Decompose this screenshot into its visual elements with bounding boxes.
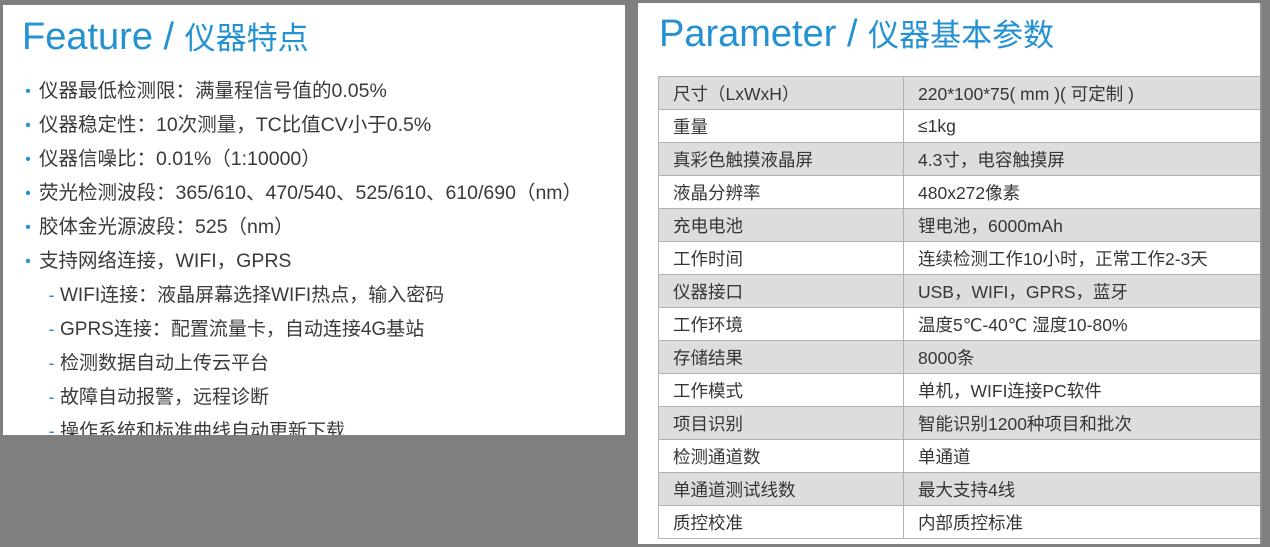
feature-list-item: • 仪器稳定性：10次测量，TC比值CV小于0.5% bbox=[17, 109, 619, 142]
feature-title-separator: / bbox=[152, 16, 185, 58]
table-cell-value: 最大支持4线 bbox=[903, 472, 1260, 506]
feature-sub-item-label: WIFI连接：液晶屏幕选择WIFI热点，输入密码 bbox=[60, 285, 445, 306]
feature-sub-item-label: 操作系统和标准曲线自动更新下载 bbox=[60, 421, 346, 435]
parameter-title-separator: / bbox=[836, 13, 869, 55]
bullet-dot-icon: • bbox=[25, 185, 31, 202]
table-cell-value: 单通道 bbox=[903, 439, 1260, 473]
bullet-dot-icon: • bbox=[25, 151, 31, 168]
table-cell-value: ≤1kg bbox=[903, 109, 1260, 143]
dash-icon: - bbox=[48, 353, 55, 373]
table-row: 工作模式 单机，WIFI连接PC软件 bbox=[658, 373, 1260, 407]
feature-sub-item: - WIFI连接：液晶屏幕选择WIFI热点，输入密码 bbox=[17, 279, 619, 312]
feature-sub-item: - 故障自动报警，远程诊断 bbox=[17, 381, 619, 414]
table-cell-value: 8000条 bbox=[903, 340, 1260, 374]
dash-icon: - bbox=[48, 285, 55, 305]
table-cell-label: 液晶分辨率 bbox=[658, 175, 904, 209]
table-cell-label: 工作环境 bbox=[658, 307, 904, 341]
feature-item-label: 荧光检测波段：365/610、470/540、525/610、610/690（n… bbox=[39, 182, 583, 204]
feature-list-item: • 胶体金光源波段：525（nm） bbox=[17, 211, 619, 244]
feature-sub-item: - 检测数据自动上传云平台 bbox=[17, 347, 619, 380]
feature-item-label: 支持网络连接，WIFI，GPRS bbox=[39, 250, 292, 272]
feature-sub-item-label: 故障自动报警，远程诊断 bbox=[60, 387, 270, 408]
dash-icon: - bbox=[48, 319, 55, 339]
table-cell-label: 尺寸（LxWxH） bbox=[658, 76, 904, 110]
table-row: 仪器接口 USB，WIFI，GPRS，蓝牙 bbox=[658, 274, 1260, 308]
feature-list-item: • 仪器最低检测限：满量程信号值的0.05% bbox=[17, 75, 619, 108]
table-cell-label: 重量 bbox=[658, 109, 904, 143]
dash-icon: - bbox=[48, 421, 55, 435]
table-row: 质控校准 内部质控标准 bbox=[658, 505, 1260, 539]
table-cell-value: 智能识别1200种项目和批次 bbox=[903, 406, 1260, 440]
table-row: 项目识别 智能识别1200种项目和批次 bbox=[658, 406, 1260, 440]
parameter-panel-title: Parameter / 仪器基本参数 bbox=[659, 11, 1054, 59]
table-cell-value: 连续检测工作10小时，正常工作2-3天 bbox=[903, 241, 1260, 275]
table-row: 充电电池 锂电池，6000mAh bbox=[658, 208, 1260, 242]
bullet-dot-icon: • bbox=[25, 253, 31, 270]
table-cell-value: USB，WIFI，GPRS，蓝牙 bbox=[903, 274, 1260, 308]
feature-list-item: • 支持网络连接，WIFI，GPRS bbox=[17, 245, 619, 278]
table-cell-label: 单通道测试线数 bbox=[658, 472, 904, 506]
feature-item-label: 胶体金光源波段：525（nm） bbox=[39, 216, 294, 238]
feature-item-label: 仪器信噪比：0.01%（1:10000） bbox=[39, 148, 321, 170]
table-row: 工作环境 温度5℃-40℃ 湿度10-80% bbox=[658, 307, 1260, 341]
table-cell-value: 单机，WIFI连接PC软件 bbox=[903, 373, 1260, 407]
table-cell-label: 充电电池 bbox=[658, 208, 904, 242]
bullet-dot-icon: • bbox=[25, 117, 31, 134]
table-cell-value: 锂电池，6000mAh bbox=[903, 208, 1260, 242]
table-cell-label: 工作时间 bbox=[658, 241, 904, 275]
parameter-panel: Parameter / 仪器基本参数 尺寸（LxWxH） 220*100*75(… bbox=[638, 3, 1262, 544]
table-row: 单通道测试线数 最大支持4线 bbox=[658, 472, 1260, 506]
feature-title-chinese: 仪器特点 bbox=[184, 21, 309, 56]
table-row: 真彩色触摸液晶屏 4.3寸，电容触摸屏 bbox=[658, 142, 1260, 176]
table-row: 尺寸（LxWxH） 220*100*75( mm )( 可定制 ) bbox=[658, 76, 1260, 110]
parameter-title-english: Parameter bbox=[659, 13, 837, 55]
bullet-dot-icon: • bbox=[25, 83, 31, 100]
table-row: 工作时间 连续检测工作10小时，正常工作2-3天 bbox=[658, 241, 1260, 275]
table-cell-label: 检测通道数 bbox=[658, 439, 904, 473]
table-cell-value: 4.3寸，电容触摸屏 bbox=[903, 142, 1260, 176]
table-cell-label: 真彩色触摸液晶屏 bbox=[658, 142, 904, 176]
feature-sub-item: - GPRS连接：配置流量卡，自动连接4G基站 bbox=[17, 313, 619, 346]
table-row: 重量 ≤1kg bbox=[658, 109, 1260, 143]
table-cell-label: 项目识别 bbox=[658, 406, 904, 440]
feature-panel: Feature / 仪器特点 • 仪器最低检测限：满量程信号值的0.05% • … bbox=[3, 5, 625, 435]
feature-panel-title: Feature / 仪器特点 bbox=[22, 14, 309, 62]
feature-list: • 仪器最低检测限：满量程信号值的0.05% • 仪器稳定性：10次测量，TC比… bbox=[17, 75, 619, 435]
feature-list-item: • 仪器信噪比：0.01%（1:10000） bbox=[17, 143, 619, 176]
table-row: 液晶分辨率 480x272像素 bbox=[658, 175, 1260, 209]
dash-icon: - bbox=[48, 387, 55, 407]
feature-item-label: 仪器最低检测限：满量程信号值的0.05% bbox=[39, 80, 387, 102]
table-cell-label: 工作模式 bbox=[658, 373, 904, 407]
feature-item-label: 仪器稳定性：10次测量，TC比值CV小于0.5% bbox=[39, 114, 432, 136]
feature-list-item: • 荧光检测波段：365/610、470/540、525/610、610/690… bbox=[17, 177, 619, 210]
table-cell-label: 质控校准 bbox=[658, 505, 904, 539]
table-row: 检测通道数 单通道 bbox=[658, 439, 1260, 473]
parameter-title-chinese: 仪器基本参数 bbox=[868, 18, 1055, 53]
feature-sub-item: - 操作系统和标准曲线自动更新下载 bbox=[17, 415, 619, 435]
table-cell-value: 内部质控标准 bbox=[903, 505, 1260, 539]
table-cell-value: 480x272像素 bbox=[903, 175, 1260, 209]
table-cell-value: 温度5℃-40℃ 湿度10-80% bbox=[903, 307, 1260, 341]
bullet-dot-icon: • bbox=[25, 219, 31, 236]
parameter-table: 尺寸（LxWxH） 220*100*75( mm )( 可定制 ) 重量 ≤1k… bbox=[658, 76, 1260, 539]
table-cell-label: 存储结果 bbox=[658, 340, 904, 374]
feature-sub-item-label: 检测数据自动上传云平台 bbox=[60, 353, 270, 374]
table-row: 存储结果 8000条 bbox=[658, 340, 1260, 374]
feature-sub-item-label: GPRS连接：配置流量卡，自动连接4G基站 bbox=[60, 319, 425, 340]
table-cell-value: 220*100*75( mm )( 可定制 ) bbox=[903, 76, 1260, 110]
feature-title-english: Feature bbox=[22, 16, 153, 58]
table-cell-label: 仪器接口 bbox=[658, 274, 904, 308]
parameter-table-body: 尺寸（LxWxH） 220*100*75( mm )( 可定制 ) 重量 ≤1k… bbox=[658, 76, 1260, 539]
